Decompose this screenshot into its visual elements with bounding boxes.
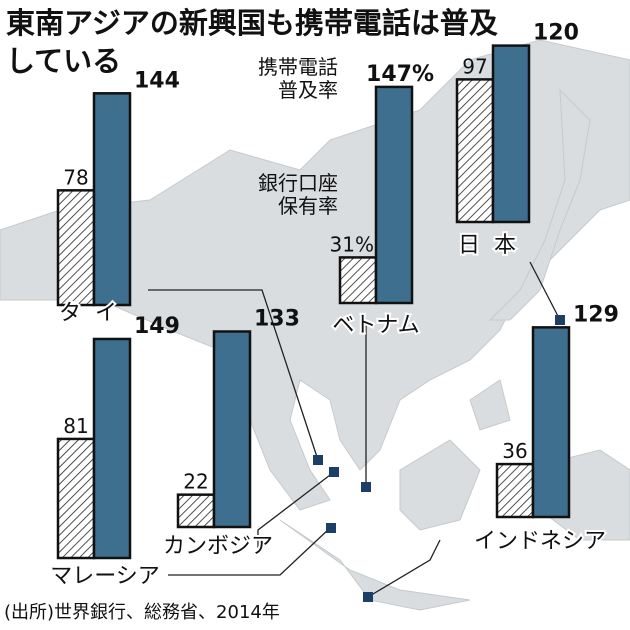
value-label: 31%: [330, 232, 374, 256]
bar: [495, 462, 535, 519]
category-label: インドネシア: [474, 529, 606, 554]
bar: [56, 189, 96, 307]
category-label: ベトナム: [332, 313, 419, 338]
chart-title: 東南アジアの新興国も携帯電話は普及している: [6, 6, 498, 78]
leader-lines: [148, 261, 561, 598]
value-label: 144: [134, 68, 180, 93]
bar: [56, 437, 96, 560]
category-label: タイ: [59, 301, 131, 326]
series-name: 携帯電話普及率: [258, 55, 338, 102]
bar: [92, 92, 132, 307]
source-note: (出所)世界銀行、総務省、2014年: [4, 602, 280, 623]
bar: [176, 493, 216, 529]
value-label: 133: [254, 306, 300, 331]
bar: [92, 337, 132, 560]
bar: [455, 78, 495, 224]
value-label: 36: [502, 439, 527, 463]
category-label: マレーシア: [50, 564, 160, 589]
category-label: 日本: [458, 233, 530, 258]
value-label: 97: [462, 54, 487, 78]
value-label: 78: [63, 165, 88, 189]
bar: [531, 326, 571, 519]
bar: [374, 85, 414, 305]
value-label: 120: [533, 21, 579, 46]
bar: [491, 44, 531, 224]
series-name: 銀行口座保有率: [258, 171, 338, 218]
value-label: 129: [573, 302, 619, 327]
value-label: 147%: [366, 62, 434, 87]
bar: [338, 256, 378, 305]
value-label: 22: [183, 470, 208, 494]
category-label: カンボジア: [163, 534, 273, 559]
bar: [212, 330, 252, 529]
value-label: 81: [63, 414, 88, 438]
value-label: 149: [134, 314, 180, 339]
location-markers: [313, 315, 565, 602]
